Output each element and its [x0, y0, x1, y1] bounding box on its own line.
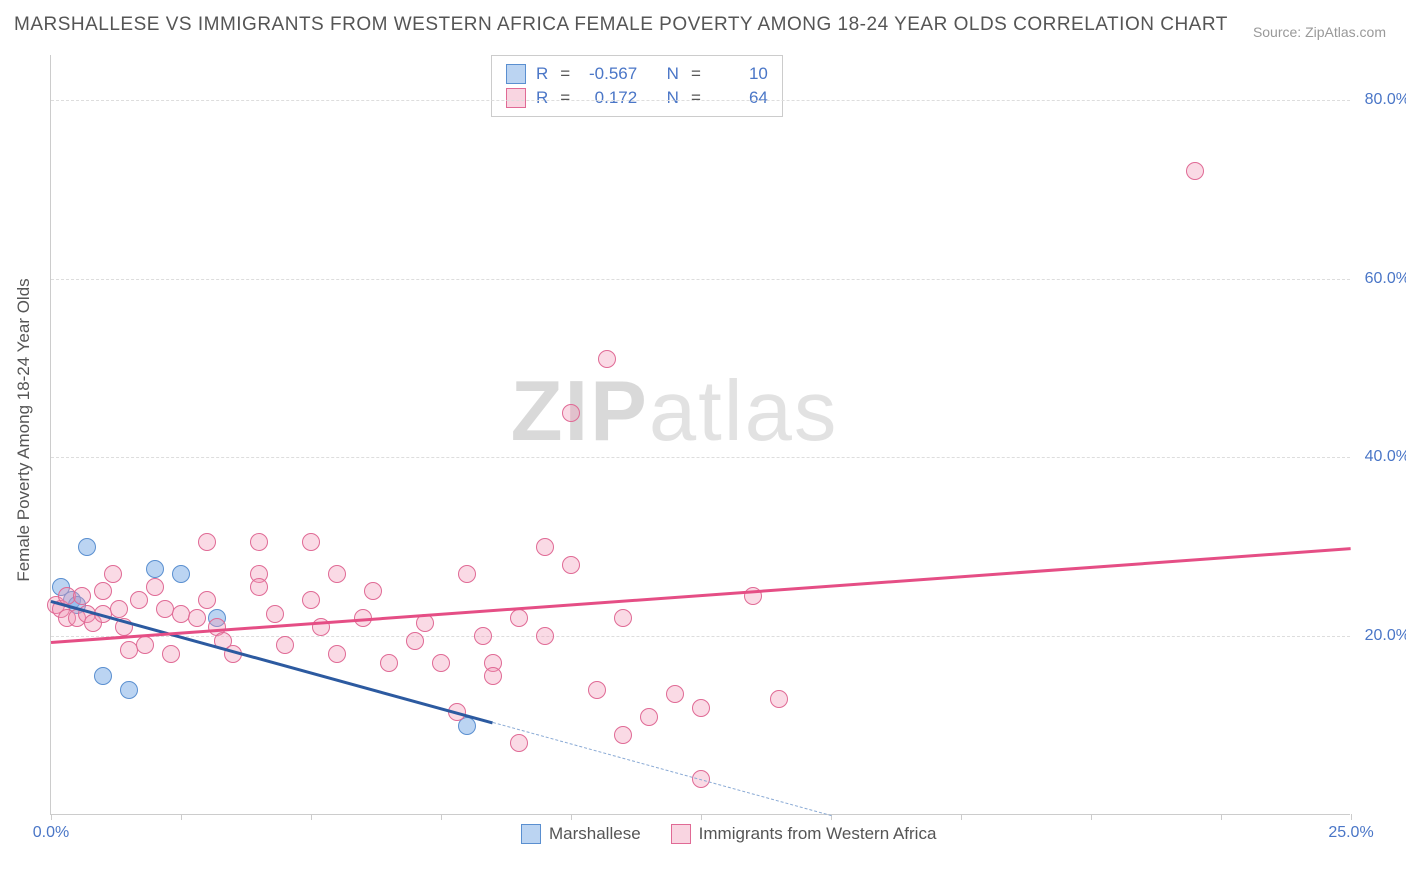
data-point — [104, 565, 122, 583]
data-point — [1186, 162, 1204, 180]
data-point — [136, 636, 154, 654]
stat-n-value-blue: 10 — [713, 64, 768, 84]
legend-label-pink: Immigrants from Western Africa — [699, 824, 937, 844]
x-tick — [1221, 814, 1222, 820]
swatch-pink-icon — [671, 824, 691, 844]
data-point — [276, 636, 294, 654]
data-point — [692, 699, 710, 717]
data-point — [198, 591, 216, 609]
data-point — [510, 609, 528, 627]
data-point — [250, 533, 268, 551]
data-point — [536, 627, 554, 645]
data-point — [78, 538, 96, 556]
stat-n-value-pink: 64 — [713, 88, 768, 108]
data-point — [146, 578, 164, 596]
data-point — [474, 627, 492, 645]
x-tick — [701, 814, 702, 820]
equals-sign: = — [560, 64, 570, 84]
data-point — [380, 654, 398, 672]
stats-row-blue: R = -0.567 N = 10 — [506, 62, 768, 86]
data-point — [770, 690, 788, 708]
data-point — [250, 578, 268, 596]
y-tick-label: 40.0% — [1355, 448, 1406, 466]
x-tick — [311, 814, 312, 820]
data-point — [94, 667, 112, 685]
stat-n-label: N — [667, 64, 679, 84]
x-tick — [181, 814, 182, 820]
trend-line — [493, 722, 831, 816]
data-point — [130, 591, 148, 609]
stat-n-label: N — [667, 88, 679, 108]
x-tick — [1091, 814, 1092, 820]
data-point — [110, 600, 128, 618]
gridline — [51, 100, 1350, 101]
correlation-stats-legend: R = -0.567 N = 10 R = 0.172 N = 64 — [491, 55, 783, 117]
data-point — [364, 582, 382, 600]
stat-r-label: R — [536, 88, 548, 108]
x-tick — [1351, 814, 1352, 820]
data-point — [588, 681, 606, 699]
data-point — [328, 565, 346, 583]
legend-label-blue: Marshallese — [549, 824, 641, 844]
watermark-text: ZIPatlas — [511, 363, 839, 461]
data-point — [640, 708, 658, 726]
data-point — [302, 533, 320, 551]
data-point — [562, 556, 580, 574]
data-point — [73, 587, 91, 605]
data-point — [484, 667, 502, 685]
data-point — [94, 582, 112, 600]
watermark-light: atlas — [649, 364, 839, 459]
equals-sign: = — [691, 88, 701, 108]
x-tick — [961, 814, 962, 820]
data-point — [328, 645, 346, 663]
x-tick — [441, 814, 442, 820]
y-tick-label: 80.0% — [1355, 91, 1406, 109]
data-point — [432, 654, 450, 672]
data-point — [188, 609, 206, 627]
data-point — [510, 734, 528, 752]
data-point — [302, 591, 320, 609]
data-point — [536, 538, 554, 556]
x-tick — [51, 814, 52, 820]
data-point — [666, 685, 684, 703]
data-point — [562, 404, 580, 422]
x-tick-label: 0.0% — [33, 824, 69, 842]
chart-title: MARSHALLESE VS IMMIGRANTS FROM WESTERN A… — [14, 14, 1228, 36]
gridline — [51, 457, 1350, 458]
stats-row-pink: R = 0.172 N = 64 — [506, 86, 768, 110]
data-point — [614, 609, 632, 627]
trend-line — [51, 547, 1351, 643]
y-axis-label: Female Poverty Among 18-24 Year Olds — [14, 278, 34, 581]
data-point — [614, 726, 632, 744]
swatch-blue-icon — [521, 824, 541, 844]
data-point — [406, 632, 424, 650]
swatch-blue-icon — [506, 64, 526, 84]
data-point — [598, 350, 616, 368]
x-tick — [571, 814, 572, 820]
stat-r-label: R — [536, 64, 548, 84]
y-tick-label: 60.0% — [1355, 270, 1406, 288]
data-point — [458, 565, 476, 583]
series-legend: Marshallese Immigrants from Western Afri… — [521, 824, 936, 844]
data-point — [198, 533, 216, 551]
stat-r-value-blue: -0.567 — [582, 64, 637, 84]
data-point — [162, 645, 180, 663]
stat-r-value-pink: 0.172 — [582, 88, 637, 108]
gridline — [51, 279, 1350, 280]
swatch-pink-icon — [506, 88, 526, 108]
equals-sign: = — [560, 88, 570, 108]
data-point — [120, 681, 138, 699]
data-point — [266, 605, 284, 623]
data-point — [146, 560, 164, 578]
x-tick-label: 25.0% — [1328, 824, 1373, 842]
equals-sign: = — [691, 64, 701, 84]
legend-item-blue: Marshallese — [521, 824, 641, 844]
gridline — [51, 636, 1350, 637]
data-point — [172, 565, 190, 583]
plot-area: ZIPatlas R = -0.567 N = 10 R = 0.172 N =… — [50, 55, 1350, 815]
legend-item-pink: Immigrants from Western Africa — [671, 824, 937, 844]
y-tick-label: 20.0% — [1355, 627, 1406, 645]
source-attribution: Source: ZipAtlas.com — [1253, 24, 1386, 40]
